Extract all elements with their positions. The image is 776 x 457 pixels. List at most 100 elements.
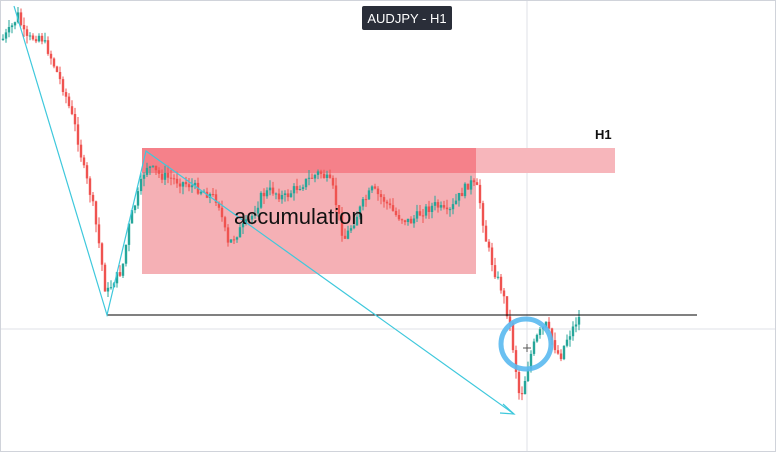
candle-body xyxy=(220,207,224,218)
candle-body xyxy=(91,194,95,202)
candle-body xyxy=(379,194,383,198)
candle-body xyxy=(544,321,548,328)
candle-body xyxy=(289,193,293,198)
candle-body xyxy=(313,175,317,179)
candle-body xyxy=(430,205,434,212)
candle-body xyxy=(571,326,575,337)
candle-body xyxy=(49,53,53,59)
candle-body xyxy=(67,96,71,107)
candle-body xyxy=(337,205,341,214)
candle-body xyxy=(76,124,80,145)
candle-body xyxy=(511,323,515,351)
candle-body xyxy=(223,217,227,228)
candle-body xyxy=(145,167,149,175)
candle-body xyxy=(7,27,11,33)
candle-body xyxy=(505,296,509,317)
candle-body xyxy=(307,177,311,179)
candle-body xyxy=(79,144,83,158)
symbol-timeframe-badge[interactable]: AUDJPY - H1 xyxy=(362,6,452,30)
candle-body xyxy=(346,230,350,239)
h1-label: H1 xyxy=(595,127,612,142)
candle-body xyxy=(442,205,446,208)
candle-body xyxy=(412,218,416,224)
candle-body xyxy=(496,276,500,278)
candle-body xyxy=(235,237,239,240)
candle-body xyxy=(553,340,557,351)
candle-body xyxy=(64,92,68,97)
candle-body xyxy=(403,220,407,223)
candle-body xyxy=(559,353,563,360)
candle-body xyxy=(262,192,266,197)
candle-body xyxy=(31,35,35,40)
candle-body xyxy=(364,199,368,201)
candle-body xyxy=(514,350,518,372)
candle-body xyxy=(232,239,236,241)
candle-body xyxy=(304,178,308,188)
candle-body xyxy=(310,177,314,179)
candle-body xyxy=(214,194,218,203)
candles-group xyxy=(1,7,581,401)
candle-body xyxy=(286,193,290,198)
symbol-label: AUDJPY - H1 xyxy=(367,10,447,26)
candle-body xyxy=(157,170,161,174)
candle-body xyxy=(151,165,155,167)
candle-body xyxy=(13,22,17,26)
candle-body xyxy=(397,215,401,220)
candle-body xyxy=(25,29,29,36)
candle-body xyxy=(82,157,86,166)
candle-body xyxy=(40,35,44,42)
candle-body xyxy=(178,183,182,187)
highlight-circle[interactable] xyxy=(498,316,554,372)
candle-body xyxy=(22,25,26,30)
candle-body xyxy=(409,218,413,224)
candle-body xyxy=(208,194,212,198)
candle-body xyxy=(301,187,305,189)
candle-body xyxy=(370,186,374,191)
candle-body xyxy=(217,202,221,208)
candle-body xyxy=(88,178,92,195)
candle-body xyxy=(118,272,122,276)
candle-body xyxy=(400,219,404,221)
candle-body xyxy=(160,173,164,180)
candle-body xyxy=(121,263,125,276)
candle-body xyxy=(331,177,335,186)
candle-body xyxy=(394,210,398,215)
candle-body xyxy=(277,193,281,200)
candle-body xyxy=(265,190,269,197)
candle-body xyxy=(334,185,338,206)
candle-body xyxy=(184,182,188,185)
candle-body xyxy=(457,193,461,201)
candle-body xyxy=(484,225,488,242)
candle-body xyxy=(550,328,554,341)
candle-body xyxy=(448,209,452,211)
candle-body xyxy=(478,184,482,204)
candle-body xyxy=(373,186,377,189)
candle-body xyxy=(52,58,56,67)
candle-body xyxy=(535,334,539,342)
candle-body xyxy=(427,206,431,212)
candle-body xyxy=(61,79,65,92)
candle-body xyxy=(292,186,296,194)
candle-body xyxy=(415,211,419,219)
candle-body xyxy=(253,213,257,216)
candle-body xyxy=(322,173,326,178)
candle-body xyxy=(229,239,233,243)
candle-body xyxy=(475,182,479,185)
candle-body xyxy=(568,336,572,340)
candle-body xyxy=(343,235,347,239)
candle-body xyxy=(325,174,329,178)
zigzag-trendline[interactable] xyxy=(13,5,515,415)
candle-body xyxy=(562,345,566,360)
candle-body xyxy=(154,165,158,171)
candle-body xyxy=(148,166,152,168)
candle-body xyxy=(526,369,530,381)
candle-body xyxy=(28,35,32,37)
candle-body xyxy=(127,223,131,245)
h1-zone[interactable] xyxy=(476,148,615,173)
candle-body xyxy=(517,372,521,394)
candle-body xyxy=(367,190,371,200)
candle-body xyxy=(316,171,320,175)
candle-body xyxy=(490,247,494,265)
